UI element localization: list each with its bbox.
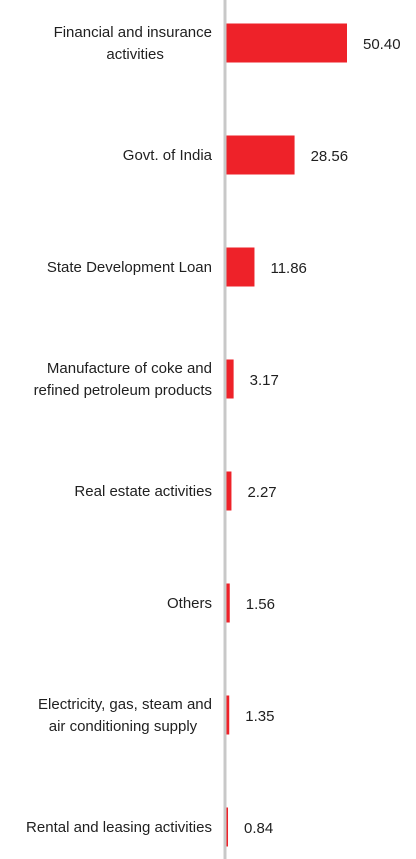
category-label: Manufacture of coke and refined petroleum… [34, 360, 212, 399]
category-label-line: Electricity, gas, steam and [38, 696, 212, 713]
category-label: Rental and leasing activities [26, 819, 212, 836]
value-label: 28.56 [311, 148, 349, 165]
bar [226, 247, 255, 287]
bar [226, 135, 295, 175]
category-label-line: Financial and insurance [54, 24, 212, 41]
category-label-line: activities [106, 46, 164, 63]
category-label: Govt. of India [123, 147, 213, 164]
bars-layer [226, 23, 347, 847]
value-label: 2.27 [247, 484, 276, 501]
value-label: 50.40 [363, 36, 401, 53]
category-label-line: State Development Loan [47, 259, 212, 276]
category-label: Financial and insurance activities [54, 24, 212, 63]
bar [226, 471, 232, 511]
category-label: Others [167, 595, 212, 612]
category-label: Electricity, gas, steam and air condition… [38, 696, 212, 735]
category-label-line: refined petroleum products [34, 382, 212, 399]
bar [226, 807, 229, 847]
category-label-line: Real estate activities [74, 483, 212, 500]
bar [226, 583, 230, 623]
value-label: 1.56 [246, 596, 275, 613]
category-label-line: Govt. of India [123, 147, 213, 164]
category-label-line: Rental and leasing activities [26, 819, 212, 836]
value-label: 3.17 [250, 372, 279, 389]
category-label-line: Others [167, 595, 212, 612]
category-label-line: air conditioning supply [49, 718, 198, 735]
value-label: 0.84 [244, 820, 273, 837]
category-label: Real estate activities [74, 483, 212, 500]
category-label-line: Manufacture of coke and [47, 360, 212, 377]
value-label: 11.86 [270, 260, 306, 277]
value-label: 1.35 [245, 708, 274, 725]
labels-layer: 50.40 Financial and insurance activities 28… [26, 24, 401, 837]
bar [226, 359, 234, 399]
bar [226, 695, 230, 735]
category-label: State Development Loan [47, 259, 212, 276]
bar [226, 23, 347, 63]
